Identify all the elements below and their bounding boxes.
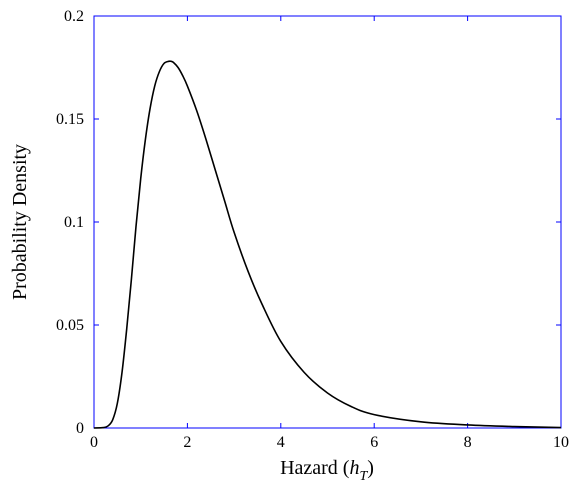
x-tick-label: 0 — [90, 434, 98, 451]
y-tick-label: 0.2 — [64, 8, 84, 25]
y-tick-label: 0 — [76, 420, 84, 437]
tick-marks — [93, 15, 562, 429]
series-layer — [93, 60, 562, 429]
x-tick-label: 8 — [464, 434, 472, 451]
x-tick-label: 6 — [370, 434, 378, 451]
y-tick-label: 0.15 — [56, 111, 84, 128]
y-tick-label: 0.1 — [64, 214, 84, 231]
x-axis-label: Hazard (hT) — [280, 457, 374, 484]
x-axis-label-close: ) — [367, 457, 374, 479]
axes-frame — [93, 15, 562, 429]
y-axis-label: Probability Density — [9, 144, 31, 300]
tick-labels: 0 2 4 6 8 10 0 0.05 0.1 0.15 0.2 — [56, 8, 569, 451]
x-axis-label-text: Hazard ( — [280, 457, 350, 479]
x-tick-label: 2 — [183, 434, 191, 451]
y-tick-label: 0.05 — [56, 317, 84, 334]
x-tick-label: 4 — [277, 434, 285, 451]
x-axis-label-variable: h — [349, 457, 359, 479]
density-curve — [93, 60, 562, 429]
x-tick-label: 10 — [553, 434, 569, 451]
plot-area-border — [93, 15, 562, 429]
x-axis-label-subscript: T — [359, 469, 368, 484]
